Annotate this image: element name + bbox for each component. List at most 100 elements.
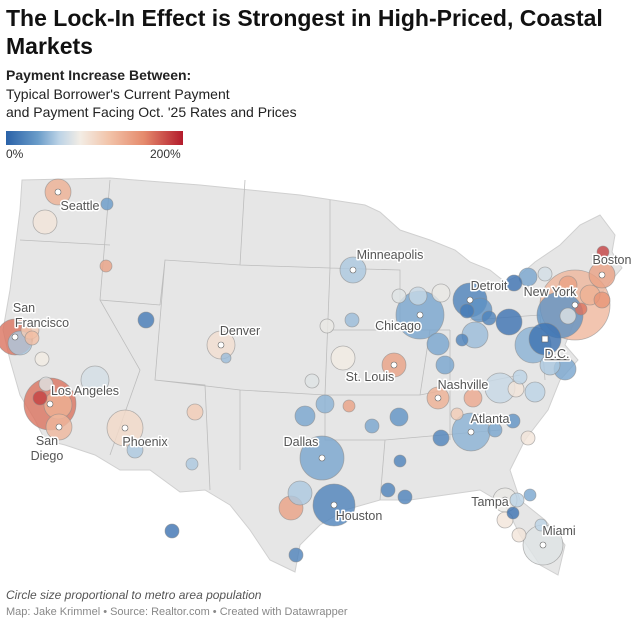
city-label: St. Louis xyxy=(346,370,395,384)
metro-bubble[interactable] xyxy=(512,369,528,385)
metro-bubble[interactable] xyxy=(505,413,521,429)
metro-bubble[interactable] xyxy=(287,480,313,506)
city-marker-icon xyxy=(501,496,509,504)
metro-bubble[interactable] xyxy=(596,245,610,259)
city-marker-icon xyxy=(598,271,606,279)
city-label: Denver xyxy=(220,324,260,338)
city-label: Phoenix xyxy=(122,435,168,449)
metro-bubble[interactable] xyxy=(38,376,54,392)
city-marker-icon xyxy=(390,361,398,369)
city-marker-icon xyxy=(121,424,129,432)
city-label: Miami xyxy=(542,524,575,538)
chart-title: The Lock-In Effect is Strongest in High-… xyxy=(6,5,603,59)
metro-bubble[interactable] xyxy=(431,283,451,303)
metro-bubble[interactable] xyxy=(185,457,199,471)
metro-bubble[interactable] xyxy=(32,209,58,235)
metro-bubble[interactable] xyxy=(80,365,110,395)
city-label: Minneapolis xyxy=(357,248,424,262)
metro-bubble[interactable] xyxy=(520,430,536,446)
metro-bubble[interactable] xyxy=(495,308,523,336)
city-marker-icon xyxy=(571,301,579,309)
metro-bubble[interactable] xyxy=(364,418,380,434)
metro-bubble[interactable] xyxy=(459,303,475,319)
metro-bubble[interactable] xyxy=(524,381,546,403)
metro-bubble[interactable] xyxy=(506,506,520,520)
city-label: Dallas xyxy=(284,435,319,449)
city-label: Francisco xyxy=(15,316,69,330)
credit-line: Map: Jake Krimmel • Source: Realtor.com … xyxy=(6,606,348,618)
city-label: Atlanta xyxy=(471,412,510,426)
bubble-layer xyxy=(0,178,616,566)
metro-bubble[interactable] xyxy=(593,291,611,309)
metro-bubble[interactable] xyxy=(408,286,428,306)
city-label: Houston xyxy=(336,509,383,523)
metro-bubble[interactable] xyxy=(344,312,360,328)
metro-bubble[interactable] xyxy=(100,197,114,211)
metro-bubble[interactable] xyxy=(435,355,455,375)
city-label: Chicago xyxy=(375,319,421,333)
city-label: Los Angeles xyxy=(51,384,119,398)
city-marker-icon xyxy=(55,423,63,431)
legend-heading: Payment Increase Between: xyxy=(6,67,192,83)
metro-bubble[interactable] xyxy=(455,333,469,347)
metro-bubble[interactable] xyxy=(534,518,548,532)
city-label: Diego xyxy=(31,449,64,463)
legend-description: Typical Borrower's Current Payment and P… xyxy=(6,85,297,121)
metro-bubble[interactable] xyxy=(164,523,180,539)
city-marker-icon xyxy=(46,400,54,408)
legend-min-label: 0% xyxy=(6,147,24,161)
metro-bubble[interactable] xyxy=(505,274,523,292)
metro-bubble[interactable] xyxy=(393,454,407,468)
city-marker-icon xyxy=(54,188,62,196)
metro-bubble[interactable] xyxy=(330,345,356,371)
metro-bubble[interactable] xyxy=(315,394,335,414)
city-label: San xyxy=(36,434,58,448)
metro-bubble[interactable] xyxy=(137,311,155,329)
city-label: New York xyxy=(524,285,578,299)
city-marker-icon xyxy=(434,394,442,402)
metro-bubble[interactable] xyxy=(99,259,113,273)
city-label: San xyxy=(13,301,35,315)
metro-bubble[interactable] xyxy=(537,266,553,282)
metro-bubble[interactable] xyxy=(288,547,304,563)
city-label: Boston xyxy=(593,253,632,267)
metro-bubble[interactable] xyxy=(487,422,503,438)
metro-bubble[interactable] xyxy=(34,351,50,367)
legend-description-line2: and Payment Facing Oct. '25 Rates and Pr… xyxy=(6,104,297,120)
metro-bubble[interactable] xyxy=(294,405,316,427)
metro-bubble[interactable] xyxy=(559,307,577,325)
metro-bubble[interactable] xyxy=(509,492,525,508)
city-marker-icon xyxy=(318,454,326,462)
metro-bubble[interactable] xyxy=(186,403,204,421)
metro-bubble[interactable] xyxy=(481,310,497,326)
city-marker-icon xyxy=(349,266,357,274)
metro-bubble[interactable] xyxy=(380,482,396,498)
color-scale-bar xyxy=(6,131,183,145)
metro-bubble[interactable] xyxy=(319,318,335,334)
metro-bubble[interactable] xyxy=(220,352,232,364)
metro-bubble[interactable] xyxy=(463,388,483,408)
metro-bubble[interactable] xyxy=(304,373,320,389)
footnote: Circle size proportional to metro area p… xyxy=(6,588,262,602)
metro-bubble[interactable] xyxy=(32,390,48,406)
metro-bubble[interactable] xyxy=(511,527,527,543)
city-marker-icon xyxy=(330,501,338,509)
city-marker-icon xyxy=(416,311,424,319)
legend-description-line1: Typical Borrower's Current Payment xyxy=(6,86,230,102)
metro-bubble[interactable] xyxy=(342,399,356,413)
city-marker-icon xyxy=(217,341,225,349)
metro-bubble[interactable] xyxy=(450,407,464,421)
city-label: D.C. xyxy=(545,347,570,361)
metro-bubble[interactable] xyxy=(426,332,450,356)
metro-bubble[interactable] xyxy=(432,429,450,447)
metro-bubble[interactable] xyxy=(558,275,578,295)
metro-bubble[interactable] xyxy=(539,354,561,376)
metro-bubble[interactable] xyxy=(523,488,537,502)
metro-bubble[interactable] xyxy=(126,441,144,459)
metro-bubble[interactable] xyxy=(397,489,413,505)
metro-bubble[interactable] xyxy=(389,407,409,427)
metro-bubble[interactable] xyxy=(391,288,407,304)
metro-bubble[interactable] xyxy=(24,330,40,346)
